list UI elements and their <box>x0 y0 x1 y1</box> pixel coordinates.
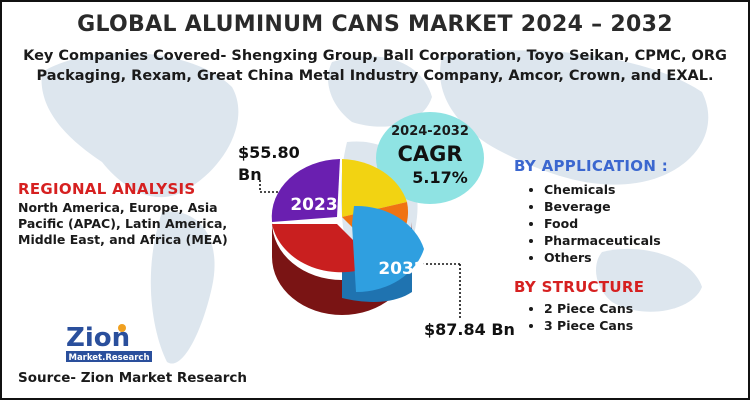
by-structure-title: BY STRUCTURE <box>514 278 645 296</box>
key-companies-text: Key Companies Covered- Shengxing Group, … <box>23 48 727 84</box>
regional-analysis-title: REGIONAL ANALYSIS <box>18 180 196 198</box>
pie-slice-red <box>272 224 377 273</box>
value-label-2032: $87.84 Bn <box>424 320 515 339</box>
pie-slice-purple <box>271 159 340 222</box>
cagr-period: 2024-2032 <box>391 124 469 139</box>
structure-list: 2 Piece Cans 3 Piece Cans <box>514 300 633 334</box>
application-item: Pharmaceuticals <box>544 232 661 249</box>
application-item: Beverage <box>544 198 661 215</box>
pie-slice-yellow <box>342 159 407 217</box>
structure-item: 3 Piece Cans <box>544 317 633 334</box>
pie-label-2023: 2023 <box>290 195 337 215</box>
page-title: GLOBAL ALUMINUM CANS MARKET 2024 – 2032 <box>77 12 673 37</box>
logo-band <box>66 351 152 362</box>
logo-dot <box>118 324 126 332</box>
pie-label-2032: 2032 <box>378 259 425 279</box>
pie-slice-blue <box>352 205 424 293</box>
by-application-title: BY APPLICATION : <box>514 157 669 175</box>
application-item: Food <box>544 215 661 232</box>
application-item: Chemicals <box>544 181 661 198</box>
source-footer: Source- Zion Market Research <box>18 370 247 386</box>
structure-item: 2 Piece Cans <box>544 300 633 317</box>
application-list: Chemicals Beverage Food Pharmaceuticals … <box>514 181 661 266</box>
value-label-2023: $55.80 Bn <box>238 143 300 184</box>
logo-text-sub: Market.Research <box>68 353 149 363</box>
regional-analysis-text: North America, Europe, Asia Pacific (APA… <box>18 200 228 247</box>
application-item: Others <box>544 249 661 266</box>
cagr-bubble: 2024-2032 CAGR 5.17% <box>376 112 484 204</box>
cagr-label: CAGR <box>397 142 463 166</box>
cagr-value: 5.17% <box>412 168 468 187</box>
zion-logo: Zion Market.Research <box>66 323 152 363</box>
